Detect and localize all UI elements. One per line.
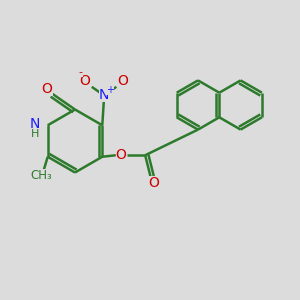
Text: H: H xyxy=(31,129,39,139)
Text: +: + xyxy=(106,85,114,95)
Text: O: O xyxy=(149,176,160,190)
Text: N: N xyxy=(99,88,109,102)
Text: O: O xyxy=(118,74,128,88)
Text: CH₃: CH₃ xyxy=(31,169,52,182)
Text: O: O xyxy=(42,82,52,95)
Text: -: - xyxy=(79,68,83,77)
Text: O: O xyxy=(116,148,127,162)
Text: O: O xyxy=(80,74,91,88)
Text: N: N xyxy=(30,117,40,131)
